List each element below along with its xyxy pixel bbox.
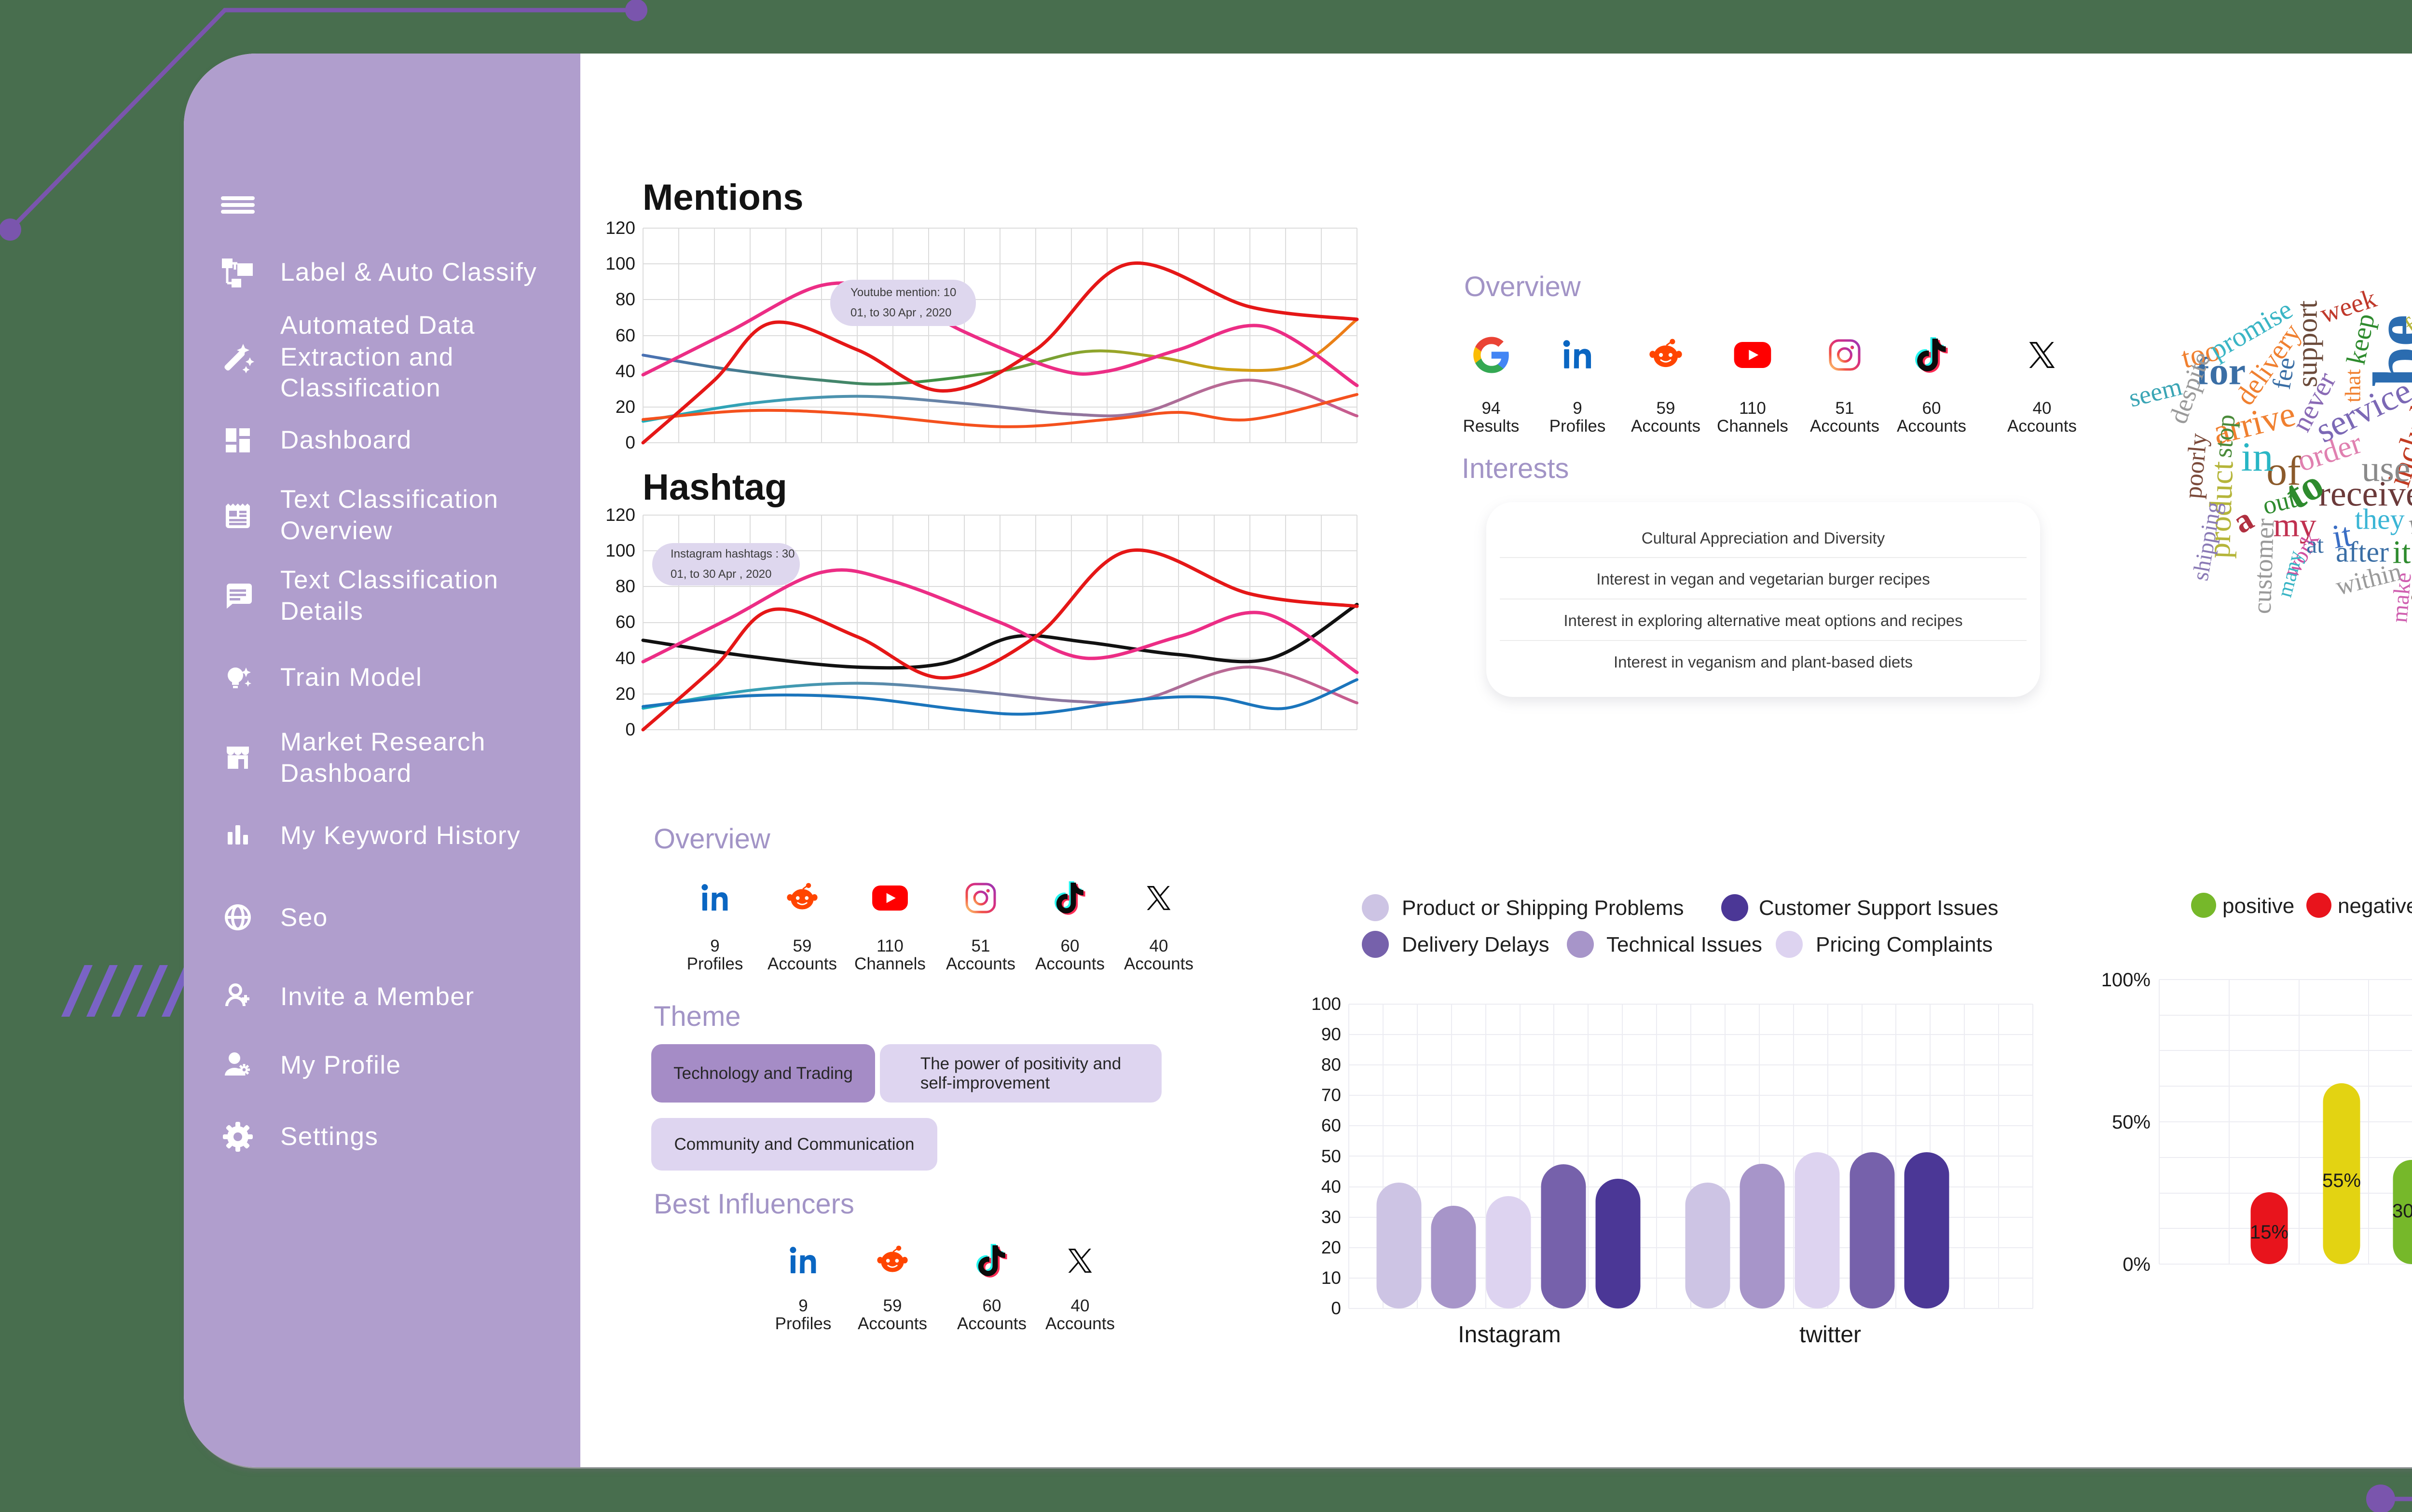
- svg-text:9: 9: [710, 937, 719, 955]
- svg-text:120: 120: [605, 218, 635, 238]
- svg-text:55%: 55%: [2322, 1170, 2361, 1191]
- svg-text:Accounts: Accounts: [1631, 417, 1700, 436]
- svg-text:Accounts: Accounts: [858, 1314, 927, 1333]
- svg-text:Technical Issues: Technical Issues: [1606, 933, 1762, 956]
- svg-text:Profiles: Profiles: [775, 1314, 832, 1333]
- svg-text:Delivery Delays: Delivery Delays: [1402, 933, 1549, 956]
- svg-text:Accounts: Accounts: [1124, 954, 1193, 973]
- svg-text:50: 50: [1321, 1146, 1341, 1166]
- svg-text:30%: 30%: [2392, 1200, 2412, 1222]
- svg-text:59: 59: [883, 1296, 902, 1315]
- svg-text:59: 59: [1657, 399, 1675, 418]
- svg-text:80: 80: [616, 576, 635, 596]
- svg-text:60: 60: [616, 612, 635, 632]
- svg-text:Channels: Channels: [1717, 417, 1788, 436]
- svg-text:40: 40: [2033, 399, 2052, 418]
- svg-text:9: 9: [1573, 399, 1582, 418]
- svg-text:60: 60: [1321, 1116, 1341, 1135]
- svg-text:90: 90: [1321, 1024, 1341, 1044]
- svg-text:20: 20: [616, 397, 635, 417]
- svg-text:Profiles: Profiles: [1549, 417, 1606, 436]
- svg-text:15%: 15%: [2250, 1222, 2289, 1243]
- svg-text:20: 20: [1321, 1238, 1341, 1257]
- svg-text:Profiles: Profiles: [687, 954, 743, 973]
- svg-text:Customer Support Issues: Customer Support Issues: [1759, 896, 1998, 920]
- svg-text:Product or Shipping Problems: Product or Shipping Problems: [1402, 896, 1684, 920]
- svg-text:51: 51: [1836, 399, 1854, 418]
- svg-text:60: 60: [616, 326, 635, 345]
- svg-text:100%: 100%: [2101, 969, 2151, 991]
- svg-text:Accounts: Accounts: [957, 1314, 1027, 1333]
- svg-text:0: 0: [1331, 1298, 1341, 1318]
- svg-text:negative: negative: [2338, 894, 2412, 918]
- svg-text:Pricing Complaints: Pricing Complaints: [1816, 933, 1993, 956]
- svg-text:Accounts: Accounts: [1045, 1314, 1115, 1333]
- svg-text:20: 20: [616, 684, 635, 704]
- svg-text:80: 80: [616, 289, 635, 309]
- svg-text:positive: positive: [2222, 894, 2294, 918]
- svg-text:Accounts: Accounts: [1897, 417, 1966, 436]
- svg-text:twitter: twitter: [1799, 1322, 1861, 1348]
- svg-text:40: 40: [1071, 1296, 1090, 1315]
- svg-text:Accounts: Accounts: [2007, 417, 2077, 436]
- svg-text:Accounts: Accounts: [946, 954, 1015, 973]
- svg-text:100: 100: [1311, 994, 1341, 1014]
- svg-text:0: 0: [625, 433, 635, 452]
- svg-text:10: 10: [1321, 1268, 1341, 1288]
- svg-text:30: 30: [1321, 1207, 1341, 1227]
- svg-text:40: 40: [1321, 1177, 1341, 1197]
- svg-text:94: 94: [1482, 399, 1501, 418]
- svg-text:100: 100: [605, 254, 635, 273]
- svg-text:Instagram: Instagram: [1458, 1322, 1561, 1348]
- svg-text:110: 110: [877, 937, 904, 955]
- svg-text:80: 80: [1321, 1055, 1341, 1075]
- svg-text:9: 9: [798, 1296, 808, 1315]
- svg-text:60: 60: [1922, 399, 1941, 418]
- svg-text:40: 40: [616, 648, 635, 668]
- svg-text:Accounts: Accounts: [767, 954, 837, 973]
- svg-text:120: 120: [605, 505, 635, 525]
- svg-text:50%: 50%: [2112, 1112, 2151, 1133]
- svg-text:40: 40: [616, 361, 635, 381]
- svg-text:Accounts: Accounts: [1035, 954, 1105, 973]
- svg-text:60: 60: [983, 1296, 1001, 1315]
- svg-text:40: 40: [1150, 937, 1168, 955]
- svg-text:0: 0: [625, 720, 635, 739]
- svg-text:Results: Results: [1463, 417, 1520, 436]
- svg-text:Channels: Channels: [854, 954, 926, 973]
- svg-text:0%: 0%: [2123, 1254, 2151, 1275]
- svg-text:59: 59: [793, 937, 812, 955]
- svg-text:70: 70: [1321, 1085, 1341, 1105]
- svg-text:110: 110: [1739, 399, 1766, 418]
- svg-text:100: 100: [605, 541, 635, 560]
- svg-text:Accounts: Accounts: [1810, 417, 1879, 436]
- svg-text:60: 60: [1061, 937, 1080, 955]
- svg-text:51: 51: [972, 937, 990, 955]
